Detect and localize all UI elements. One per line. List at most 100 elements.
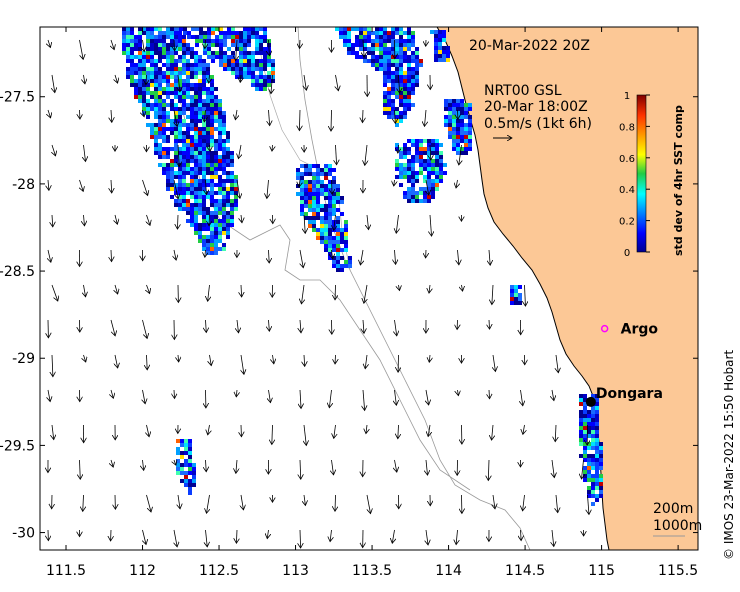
sst-pixel [359, 39, 363, 43]
sst-pixel [210, 179, 214, 183]
sst-pixel [146, 27, 150, 31]
sst-pixel [150, 103, 154, 107]
sst-pixel [431, 167, 435, 171]
sst-pixel [399, 43, 403, 47]
sst-pixel [407, 71, 411, 75]
sst-pixel [180, 463, 184, 467]
colorbar-ramp [636, 94, 647, 253]
sst-pixel [427, 159, 431, 163]
sst-pixel [391, 103, 395, 107]
sst-pixel [403, 175, 407, 179]
sst-pixel [176, 471, 180, 475]
sst-pixel [387, 87, 391, 91]
sst-pixel [230, 151, 234, 155]
sst-pixel [251, 27, 255, 31]
sst-pixel [230, 191, 234, 195]
sst-pixel [415, 195, 419, 199]
sst-pixel [234, 175, 238, 179]
sst-pixel [304, 168, 308, 172]
sst-pixel [226, 227, 230, 231]
sst-pixel [235, 75, 239, 79]
sst-pixel [395, 107, 399, 111]
sst-pixel [150, 35, 154, 39]
sst-pixel [347, 35, 351, 39]
current-vector [205, 39, 206, 49]
sst-pixel [226, 187, 230, 191]
sst-pixel [460, 151, 464, 155]
sst-pixel [328, 240, 332, 244]
sst-pixel [340, 256, 344, 260]
sst-pixel [375, 35, 379, 39]
sst-pixel [230, 171, 234, 175]
sst-pixel [427, 179, 431, 183]
current-vector [426, 179, 429, 195]
sst-pixel [194, 151, 198, 155]
sst-pixel [407, 87, 411, 91]
sst-pixel [336, 192, 340, 196]
sst-pixel [134, 87, 138, 91]
sst-pixel [243, 59, 247, 63]
sst-pixel [214, 147, 218, 151]
sst-pixel [419, 191, 423, 195]
sst-pixel [387, 103, 391, 107]
sst-pixel [263, 75, 267, 79]
sst-pixel [328, 208, 332, 212]
current-vector [456, 179, 457, 188]
sst-pixel [427, 139, 431, 143]
sst-pixel [587, 478, 591, 482]
sst-pixel [190, 223, 194, 227]
sst-pixel [210, 119, 214, 123]
sst-pixel [316, 188, 320, 192]
sst-pixel [158, 127, 162, 131]
sst-pixel [158, 115, 162, 119]
sst-pixel [423, 179, 427, 183]
sst-pixel [591, 486, 595, 490]
sst-pixel [316, 212, 320, 216]
sst-pixel [387, 91, 391, 95]
sst-pixel [324, 184, 328, 188]
sst-pixel [194, 171, 198, 175]
sst-pixel [456, 119, 460, 123]
sst-pixel [259, 67, 263, 71]
sst-pixel [591, 394, 595, 398]
sst-pixel [166, 179, 170, 183]
current-vector [366, 424, 367, 434]
sst-pixel [267, 63, 271, 67]
sst-pixel [138, 51, 142, 55]
sst-pixel [415, 147, 419, 151]
sst-pixel [448, 135, 452, 139]
sst-pixel [222, 123, 226, 127]
sst-pixel [599, 478, 603, 482]
sst-pixel [226, 199, 230, 203]
sst-pixel [316, 180, 320, 184]
sst-pixel [411, 183, 415, 187]
sst-pixel [166, 47, 170, 51]
sst-pixel [174, 67, 178, 71]
sst-pixel [202, 187, 206, 191]
sst-pixel [316, 216, 320, 220]
sst-pixel [154, 131, 158, 135]
sst-pixel [206, 183, 210, 187]
sst-pixel [162, 87, 166, 91]
sst-pixel [407, 159, 411, 163]
sst-pixel [178, 183, 182, 187]
current-vector [430, 144, 431, 160]
sst-pixel [166, 139, 170, 143]
sst-pixel [142, 91, 146, 95]
current-vector [206, 179, 207, 195]
sst-pixel [387, 95, 391, 99]
sst-pixel [324, 224, 328, 228]
sst-pixel [419, 167, 423, 171]
sst-pixel [324, 172, 328, 176]
sst-pixel [247, 39, 251, 43]
sst-pixel [146, 99, 150, 103]
sst-pixel [335, 27, 339, 31]
sst-pixel [214, 175, 218, 179]
sst-pixel [226, 191, 230, 195]
sst-pixel [383, 95, 387, 99]
current-vector [489, 249, 490, 265]
sst-pixel [170, 131, 174, 135]
sst-pixel [599, 482, 603, 486]
sst-pixel [190, 103, 194, 107]
sst-pixel [206, 159, 210, 163]
